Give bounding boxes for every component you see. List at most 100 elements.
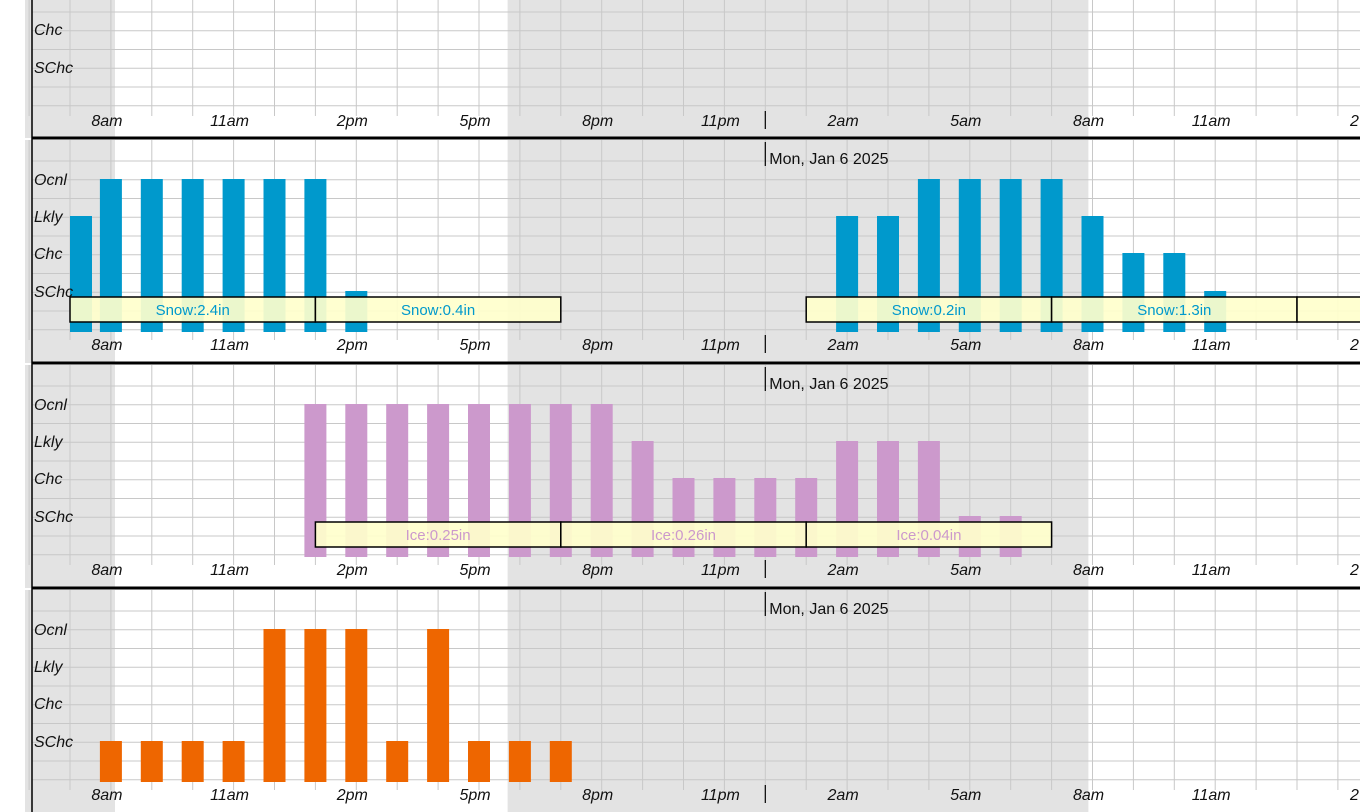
level-label-3-2: Chc: [34, 696, 62, 713]
accumulation-box-2-2: [805, 521, 1053, 548]
time-label-3-10: 2: [1349, 787, 1359, 804]
bar-3-5pm: [468, 741, 490, 782]
time-label-1-7: 5am: [950, 337, 981, 354]
bar-2-6pm: [508, 404, 531, 557]
level-label-2-1: Lkly: [34, 434, 63, 451]
time-label-2-7: 5am: [950, 562, 981, 579]
accumulation-box-2-0: [314, 521, 562, 548]
accumulation-label-2-1: Ice:0.26in: [651, 527, 716, 544]
level-label-0-2: Chc: [34, 22, 62, 39]
accumulation-box-1-4: [1296, 296, 1360, 323]
bar-1-7am: [1040, 179, 1063, 332]
bar-3-2pm: [345, 629, 368, 782]
bar-1-11am: [222, 179, 245, 332]
time-label-0-6: 2am: [827, 113, 859, 130]
accumulation-boxes: Snow:2.4in Snow:0.4in Snow:0.2in Snow:1.3in…: [69, 296, 1360, 548]
bar-2-5pm: [468, 404, 490, 557]
date-label-1: Mon, Jan 6 2025: [769, 151, 888, 168]
time-label-2-4: 8pm: [582, 562, 613, 579]
bar-3-9am: [140, 741, 163, 782]
bar-1-5am: [958, 179, 981, 332]
bar-1-6am: [999, 179, 1022, 332]
level-label-0-3: SChc: [34, 60, 73, 77]
bar-3-3pm: [386, 741, 409, 782]
accumulation-label-1-2: Snow:0.2in: [892, 302, 966, 319]
bar-3-11am: [222, 741, 245, 782]
time-label-3-6: 2am: [827, 787, 859, 804]
bar-2-8pm: [590, 404, 613, 557]
bar-3-6pm: [508, 741, 531, 782]
time-label-2-2: 2pm: [336, 562, 368, 579]
night-shade-1-1: [507, 140, 1089, 363]
accumulation-box-1-0: [69, 296, 317, 323]
level-label-2-2: Chc: [34, 471, 62, 488]
time-label-0-2: 2pm: [336, 113, 368, 130]
bar-3-7pm: [549, 741, 572, 782]
bar-1-10am: [181, 179, 204, 332]
level-label-2-3: SChc: [34, 509, 73, 526]
level-label-2-0: Ocnl: [34, 397, 67, 414]
bar-1-8am: [99, 179, 122, 332]
accumulation-label-1-0: Snow:2.4in: [156, 302, 230, 319]
time-label-1-4: 8pm: [582, 337, 613, 354]
time-label-3-7: 5am: [950, 787, 981, 804]
time-label-2-3: 5pm: [459, 562, 490, 579]
time-label-3-3: 5pm: [459, 787, 490, 804]
bar-3-10am: [181, 741, 204, 782]
time-label-0-1: 11am: [210, 113, 249, 130]
time-label-0-5: 11pm: [701, 113, 740, 130]
bar-1-9am: [140, 179, 163, 332]
time-label-1-5: 11pm: [701, 337, 740, 354]
time-label-2-9: 11am: [1192, 562, 1231, 579]
accumulation-label-1-1: Snow:0.4in: [401, 302, 475, 319]
bar-3-1pm: [304, 629, 327, 782]
bar-3-4pm: [427, 629, 450, 782]
time-label-1-2: 2pm: [336, 337, 368, 354]
time-label-2-8: 8am: [1073, 562, 1104, 579]
bar-2-1pm: [304, 404, 327, 557]
accumulation-box-1-3: [1050, 296, 1298, 323]
time-label-1-0: 8am: [91, 337, 122, 354]
time-label-2-5: 11pm: [701, 562, 740, 579]
accumulation-label-2-0: Ice:0.25in: [406, 527, 471, 544]
time-label-3-4: 8pm: [582, 787, 613, 804]
time-label-0-8: 8am: [1073, 113, 1104, 130]
time-label-3-2: 2pm: [336, 787, 368, 804]
time-label-2-0: 8am: [91, 562, 122, 579]
time-label-1-10: 2: [1349, 337, 1359, 354]
accumulation-label-2-2: Ice:0.04in: [896, 527, 961, 544]
time-label-1-3: 5pm: [459, 337, 490, 354]
level-label-3-1: Lkly: [34, 659, 63, 676]
time-label-0-9: 11am: [1192, 113, 1231, 130]
time-label-3-9: 11am: [1192, 787, 1231, 804]
bar-2-3pm: [386, 404, 409, 557]
level-label-1-3: SChc: [34, 284, 73, 301]
time-label-1-1: 11am: [210, 337, 249, 354]
bar-2-4pm: [427, 404, 450, 557]
time-label-2-10: 2: [1349, 562, 1359, 579]
time-label-3-5: 11pm: [701, 787, 740, 804]
panel-dividers: [31, 0, 1360, 812]
date-label-3: Mon, Jan 6 2025: [769, 601, 888, 618]
time-label-3-8: 8am: [1073, 787, 1104, 804]
time-label-0-3: 5pm: [459, 113, 490, 130]
axis-labels: Chc SChc 8am 11am 2pm 5pm 8pm 11pm 2am 5am 8am 11am…: [34, 22, 1359, 804]
time-label-2-6: 2am: [827, 562, 859, 579]
bar-1-1pm: [304, 179, 327, 332]
night-shade-3-1: [507, 590, 1089, 812]
accumulation-box-2-1: [560, 521, 807, 548]
bar-2-7pm: [549, 404, 572, 557]
time-label-3-0: 8am: [91, 787, 122, 804]
bar-3-12pm: [263, 629, 286, 782]
time-label-3-1: 11am: [210, 787, 249, 804]
time-label-1-8: 8am: [1073, 337, 1104, 354]
bar-1-12pm: [263, 179, 286, 332]
level-label-1-0: Ocnl: [34, 172, 67, 189]
bar-1-4am: [917, 179, 940, 332]
accumulation-box-1-1: [314, 296, 562, 323]
accumulation-label-1-3: Snow:1.3in: [1137, 302, 1211, 319]
time-label-1-6: 2am: [827, 337, 859, 354]
bar-2-2pm: [345, 404, 368, 557]
date-label-2: Mon, Jan 6 2025: [769, 376, 888, 393]
